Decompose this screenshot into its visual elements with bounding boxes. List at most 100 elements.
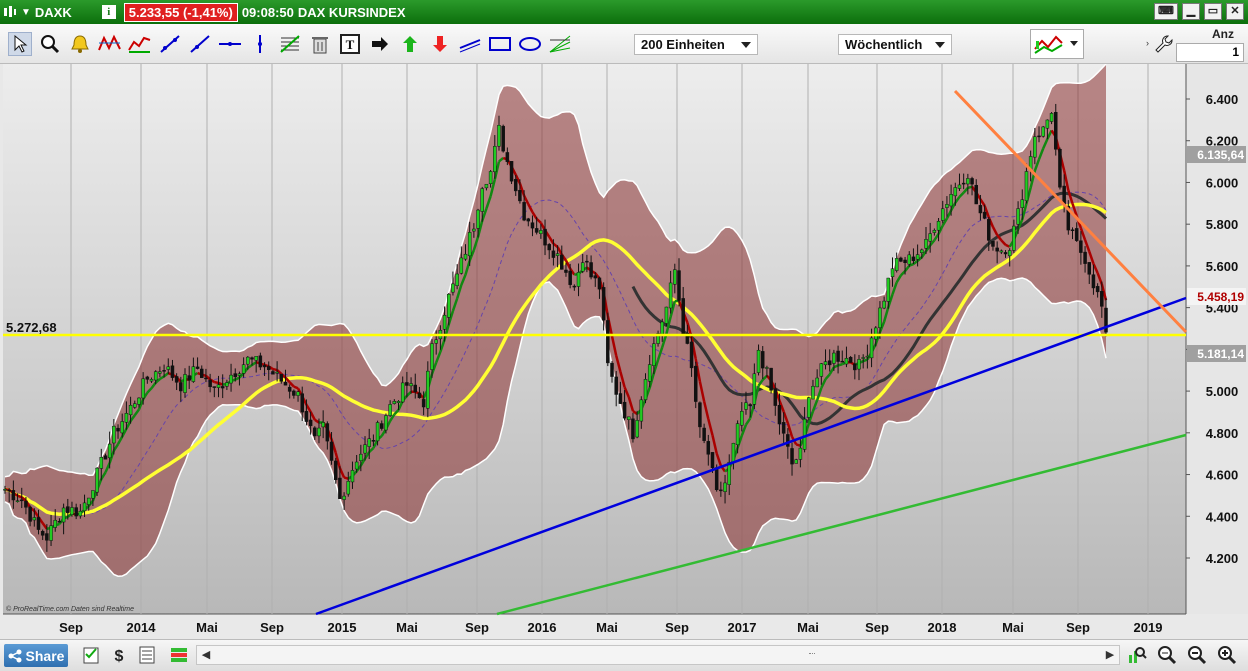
candle-body (798, 447, 803, 460)
dollar-icon[interactable]: $ (108, 644, 130, 666)
candle-body (86, 497, 91, 505)
quote-time: 09:08:50 (241, 4, 294, 20)
candle-body (1104, 307, 1108, 333)
ema-fast-segment (824, 373, 831, 381)
share-button[interactable]: Share (4, 644, 68, 667)
candle-body (585, 260, 589, 263)
candle-body (484, 183, 489, 189)
candle-body (254, 356, 258, 361)
keyboard-icon[interactable]: ⌨ (1154, 3, 1178, 20)
close-button[interactable]: ✕ (1226, 3, 1244, 20)
segment-icon[interactable] (458, 32, 482, 56)
ema-fast-segment (991, 226, 999, 236)
anz-input[interactable]: 1 (1176, 43, 1244, 62)
candle-body (128, 405, 133, 416)
notes-icon[interactable] (136, 644, 158, 666)
window-icon[interactable] (3, 5, 17, 19)
support-trendline-green (496, 433, 1187, 616)
scroll-left-icon[interactable]: ◀ (201, 649, 211, 661)
anz-label: Anz (1212, 27, 1234, 41)
zoom-icon[interactable] (38, 32, 62, 56)
alert-bell-icon[interactable] (68, 32, 92, 56)
candle-body (493, 146, 497, 173)
ema-fast-segment (1067, 189, 1074, 204)
period-dropdown[interactable]: Wöchentlich (838, 34, 952, 55)
zoom-fit-icon[interactable] (1126, 644, 1148, 666)
channel-icon[interactable] (128, 32, 152, 56)
candle-body (3, 489, 7, 491)
fibonacci-icon[interactable] (278, 32, 302, 56)
candle-body (367, 438, 371, 447)
ema-fast-segment (937, 225, 944, 235)
candle-body (137, 397, 141, 405)
trendline-icon[interactable] (158, 32, 182, 56)
horizontal-line-icon[interactable] (218, 32, 242, 56)
checklist-icon[interactable] (80, 644, 102, 666)
info-icon[interactable]: i (101, 5, 116, 19)
pointer-icon[interactable] (8, 32, 32, 56)
candle-body (526, 218, 531, 222)
candle-body (36, 517, 41, 530)
vertical-line-icon[interactable] (248, 32, 272, 56)
ema-fast-segment (137, 398, 145, 410)
status-bar: Share $ ◀ ▶ (0, 639, 1248, 671)
ema-fast-segment (1092, 263, 1099, 274)
ema-fast-segment (112, 443, 120, 452)
candle-body (547, 244, 551, 251)
candle-body (702, 427, 706, 441)
candle-body (388, 404, 392, 416)
pattern-icon[interactable] (98, 32, 122, 56)
x-tick-label: Sep (260, 620, 284, 635)
ema-fast-segment (736, 435, 743, 449)
ema-fast-segment (929, 239, 936, 247)
text-icon[interactable]: T (338, 32, 362, 56)
orderbook-icon[interactable] (168, 644, 190, 666)
minimize-button[interactable]: ▁ (1182, 3, 1200, 20)
units-dropdown[interactable]: 200 Einheiten (634, 34, 758, 55)
zoom-out-icon[interactable] (1186, 644, 1208, 666)
horizontal-line-label: 5.272,68 (6, 320, 57, 335)
candle-body (1074, 228, 1079, 241)
price-chart[interactable]: 6.4006.2006.0005.8005.6005.4005.2005.000… (0, 64, 1248, 639)
ema-fast-segment (330, 438, 337, 454)
ema-fast-segment (443, 324, 450, 340)
y-tick-label: 5.000 (1206, 384, 1239, 399)
resistance-trendline-orange (953, 89, 1188, 334)
wrench-icon[interactable] (1152, 32, 1176, 56)
ellipse-icon[interactable] (518, 32, 542, 56)
arrow-down-icon[interactable] (428, 32, 452, 56)
scroll-right-icon[interactable]: ▶ (1105, 649, 1115, 661)
indicators-icon[interactable] (1030, 29, 1084, 59)
ema-fast-segment (828, 366, 835, 376)
candle-body (685, 332, 690, 344)
trash-icon[interactable] (308, 32, 332, 56)
ema-fast-segment (1079, 227, 1087, 241)
candle-body (216, 384, 221, 388)
horizontal-scrollbar[interactable]: ◀ ▶ (196, 645, 1120, 665)
menu-caret-icon[interactable]: ▼ (21, 6, 31, 18)
chevron-right-icon[interactable]: › (1146, 38, 1149, 48)
rectangle-icon[interactable] (488, 32, 512, 56)
chart-canvas[interactable]: 6.4006.2006.0005.8005.6005.4005.2005.000… (0, 64, 1248, 639)
instrument-name: DAX KURSINDEX (297, 4, 406, 20)
y-tick-label: 4.600 (1206, 468, 1239, 483)
ema-fast-segment (472, 236, 480, 251)
maximize-button[interactable]: ▭ (1204, 3, 1222, 20)
candle-body (497, 125, 501, 147)
candle-body (162, 370, 166, 372)
ema-fast-segment (154, 378, 161, 384)
arrow-up-icon[interactable] (398, 32, 422, 56)
zoom-in-icon[interactable] (1216, 644, 1238, 666)
candle-body (874, 327, 878, 340)
ema-fast-segment (100, 471, 107, 480)
ema-fast-segment (205, 374, 211, 381)
zoom-auto-icon[interactable] (1156, 644, 1178, 666)
ray-icon[interactable] (188, 32, 212, 56)
fan-icon[interactable] (548, 32, 572, 56)
candle-body (865, 355, 870, 358)
arrow-right-icon[interactable] (368, 32, 392, 56)
candle-body (446, 293, 451, 318)
scroll-grip[interactable] (809, 653, 815, 656)
candle-body (61, 507, 66, 523)
candle-body (317, 427, 321, 437)
